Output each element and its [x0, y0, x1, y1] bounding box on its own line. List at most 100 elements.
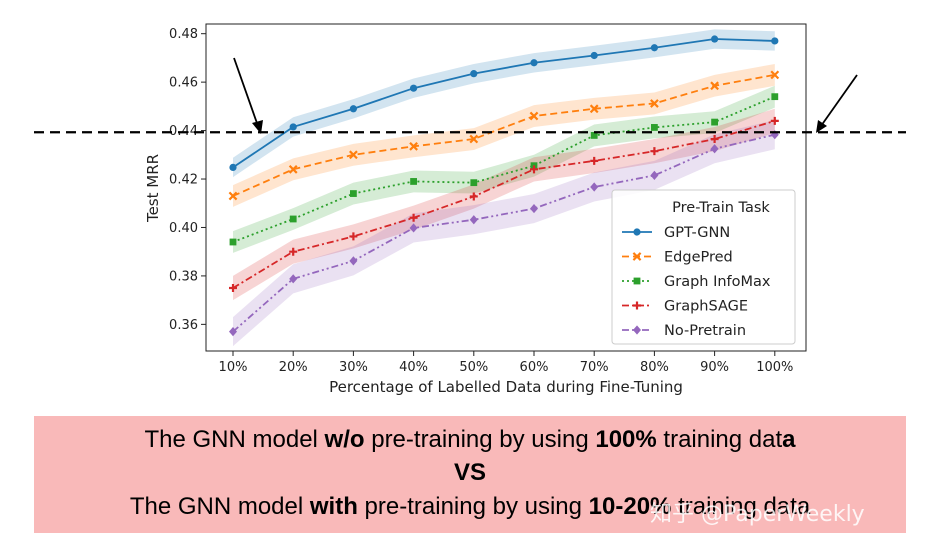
line-chart: 0.360.380.400.420.440.460.48 10% 20% 30% 40… — [34, 23, 906, 396]
point-no-pretrain — [710, 144, 719, 154]
x-tick-label: 60% — [520, 360, 549, 375]
point-edgepred — [710, 81, 719, 91]
point-gpt-gnn — [349, 105, 357, 113]
x-tick-label: 30% — [339, 360, 368, 375]
line-no-pretrain — [232, 133, 776, 333]
caption-1-middle: pre-training by using — [364, 426, 596, 453]
legend-label-edgepred: EdgePred — [664, 250, 733, 266]
x-tick-label: 90% — [700, 360, 729, 375]
point-graphsage — [710, 135, 719, 144]
point-gpt-gnn — [470, 70, 478, 78]
legend-box — [611, 189, 796, 345]
point-graph-infomax — [229, 238, 237, 246]
y-tick-label: 0.46 — [169, 76, 198, 91]
x-tick-label: 80% — [640, 360, 669, 375]
caption-line-3: The GNN model with pre-training by using… — [34, 493, 906, 521]
line-edgepred — [232, 73, 775, 197]
point-graph-infomax — [771, 93, 779, 101]
watermark: 知乎 @PaperWeekly — [650, 502, 865, 527]
point-graph-infomax — [470, 179, 478, 187]
band-edgepred — [233, 63, 775, 207]
point-gpt-gnn — [771, 37, 779, 45]
legend-label-no-pretrain: No-Pretrain — [664, 323, 746, 339]
caption-3-middle: pre-training by using — [357, 493, 589, 520]
point-no-pretrain — [590, 182, 599, 192]
caption-1-bold-wo: w/o — [324, 426, 365, 453]
series-lines — [232, 38, 776, 333]
caption-3-bold-percent: 10-20% — [588, 493, 672, 520]
legend-title: Pre-Train Task — [672, 200, 770, 216]
point-graphsage — [229, 284, 237, 293]
point-edgepred — [650, 99, 659, 108]
x-tick-label: 10% — [219, 360, 248, 375]
point-graphsage — [469, 192, 478, 201]
caption-line-1: The GNN model w/o pre-training by using … — [34, 426, 906, 454]
legend-label-graphsage: GraphSAGE — [664, 299, 748, 315]
point-graphsage — [770, 116, 779, 125]
point-graphsage — [590, 156, 599, 165]
x-tick-label: 100% — [756, 360, 793, 375]
point-edgepred — [409, 141, 418, 151]
legend-label-graph-infomax: Graph InfoMax — [664, 274, 771, 290]
point-edgepred — [589, 104, 599, 114]
point-no-pretrain — [229, 327, 237, 337]
point-edgepred — [770, 70, 780, 80]
point-no-pretrain — [289, 274, 298, 284]
band-graph-infomax — [233, 85, 775, 253]
caption-3-bold-with: with — [309, 493, 358, 520]
point-gpt-gnn — [590, 51, 598, 60]
y-axis-label: Test MRR — [144, 154, 162, 223]
caption-1-before: The GNN model — [144, 426, 325, 453]
line-graphsage — [232, 120, 776, 289]
point-edgepred — [469, 134, 479, 144]
caption-1-bold-percent: 100% — [595, 426, 657, 453]
caption-1-after: training dat — [656, 426, 783, 453]
y-axis-ticks: 0.360.380.400.420.440.460.48 — [169, 27, 206, 333]
point-gpt-gnn — [289, 123, 297, 131]
point-graph-infomax — [711, 118, 718, 126]
caption-line-2: VS — [453, 459, 486, 486]
x-axis-ticks: 10% 20% 30% 40% 50% 60% 70% 80% 90% 100% — [219, 351, 793, 375]
y-tick-label: 0.40 — [169, 221, 198, 236]
arrow-left — [233, 57, 263, 134]
confidence-bands — [233, 29, 775, 347]
point-gpt-gnn — [711, 35, 719, 43]
point-no-pretrain — [469, 215, 478, 225]
legend-marker-graph-infomax — [633, 277, 641, 285]
legend-marker-graphsage — [633, 301, 641, 310]
legend-marker-no-pretrain — [633, 325, 641, 335]
line-gpt-gnn — [232, 38, 775, 169]
point-no-pretrain — [530, 203, 538, 214]
arrow-right — [816, 74, 858, 133]
point-graph-infomax — [350, 190, 357, 197]
band-gpt-gnn — [233, 29, 775, 178]
point-gpt-gnn — [410, 84, 418, 92]
legend: Pre-Train Task GPT-GNN EdgePred Graph Info… — [611, 189, 796, 345]
point-gpt-gnn — [650, 44, 659, 52]
legend-marker-gpt-gnn — [633, 228, 641, 236]
point-graph-infomax — [651, 124, 658, 131]
point-graphsage — [530, 165, 538, 174]
point-graphsage — [349, 232, 358, 241]
point-graph-infomax — [289, 215, 297, 223]
legend-label-gpt-gnn: GPT-GNN — [664, 225, 730, 241]
legend-entries: GPT-GNN EdgePred Graph InfoMax GraphSAGE No-… — [622, 225, 771, 339]
point-edgepred — [349, 150, 358, 160]
point-gpt-gnn — [229, 163, 237, 171]
x-tick-label: 20% — [279, 360, 308, 375]
y-tick-label: 0.42 — [169, 173, 198, 188]
caption-3-before: The GNN model — [129, 493, 310, 520]
y-tick-label: 0.38 — [169, 269, 198, 284]
point-graph-infomax — [590, 132, 598, 139]
legend-marker-edgepred — [632, 252, 642, 261]
x-tick-label: 40% — [399, 360, 428, 375]
caption-banner: The GNN model w/o pre-training by using … — [34, 416, 906, 533]
x-tick-label: 50% — [459, 360, 488, 375]
point-gpt-gnn — [530, 59, 538, 67]
point-graphsage — [409, 213, 418, 222]
point-graphsage — [289, 247, 298, 256]
point-edgepred — [529, 111, 539, 121]
x-axis-label: Percentage of Labelled Data during Fine-… — [329, 378, 683, 396]
series-markers — [228, 35, 780, 337]
point-edgepred — [228, 191, 238, 201]
